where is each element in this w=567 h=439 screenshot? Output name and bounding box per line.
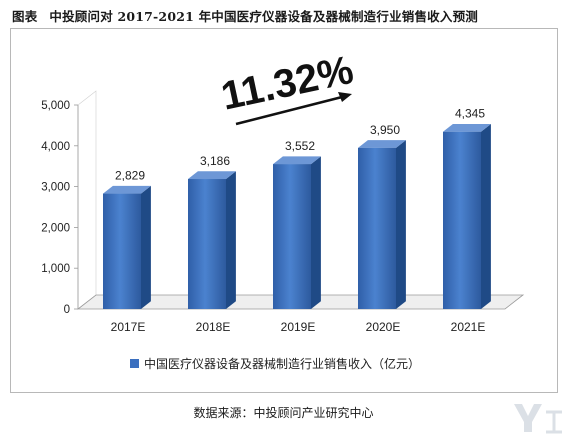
y-tick-label: 1,000	[41, 263, 70, 275]
chart-frame	[10, 28, 558, 393]
chart-side-wall	[77, 90, 97, 310]
bar-side-2020E	[396, 140, 406, 309]
bar-top-2017E	[103, 185, 151, 194]
bar-side-2021E	[481, 124, 491, 309]
x-tick-label: 2020E	[366, 320, 401, 334]
bar-value-label: 3,950	[370, 123, 400, 137]
y-tick-label: 3,000	[41, 182, 70, 194]
y-tick-label: 2,000	[41, 222, 70, 234]
bar-value-label: 3,552	[285, 139, 315, 153]
figure-title: 中投顾问对 2017-2021 年中国医疗仪器设备及器械制造行业销售收入预测	[49, 9, 478, 24]
bar-top-2018E	[188, 171, 236, 180]
x-tick-label: 2021E	[451, 320, 486, 334]
bar-value-label: 2,829	[115, 169, 145, 183]
bar-top-2020E	[358, 140, 406, 148]
growth-rate-annotation: 11.32%	[217, 48, 357, 119]
y-tick-label: 0	[64, 304, 70, 316]
growth-arrow-head-icon	[338, 92, 352, 102]
bar-top-2019E	[273, 156, 321, 165]
bar-top-2021E	[443, 124, 491, 132]
growth-arrow-shaft	[235, 94, 347, 126]
x-tick-label: 2017E	[111, 320, 146, 334]
legend-swatch	[130, 359, 139, 368]
bar-2017E	[103, 193, 141, 309]
watermark-logo-icon	[514, 404, 562, 434]
bar-2019E	[273, 164, 311, 309]
x-tick-label: 2018E	[196, 320, 231, 334]
x-tick-label: 2019E	[281, 320, 316, 334]
bar-side-2017E	[141, 185, 151, 309]
bar-value-label: 4,345	[455, 107, 485, 121]
bar-value-label: 3,186	[200, 154, 230, 168]
bar-side-2019E	[311, 156, 321, 309]
chart-title: 图表 中投顾问对 2017-2021 年中国医疗仪器设备及器械制造行业销售收入预测	[12, 6, 562, 24]
data-source: 数据来源：中投顾问产业研究中心	[193, 406, 374, 420]
bar-2021E	[443, 131, 481, 309]
y-tick-label: 4,000	[41, 141, 70, 153]
y-tick-label: 5,000	[41, 100, 70, 112]
bar-side-2018E	[226, 171, 236, 309]
bar-2020E	[358, 147, 396, 309]
figure-tag: 图表	[12, 9, 38, 24]
bar-2018E	[188, 179, 226, 309]
legend-label: 中国医疗仪器设备及器械制造行业销售收入（亿元）	[144, 356, 420, 371]
